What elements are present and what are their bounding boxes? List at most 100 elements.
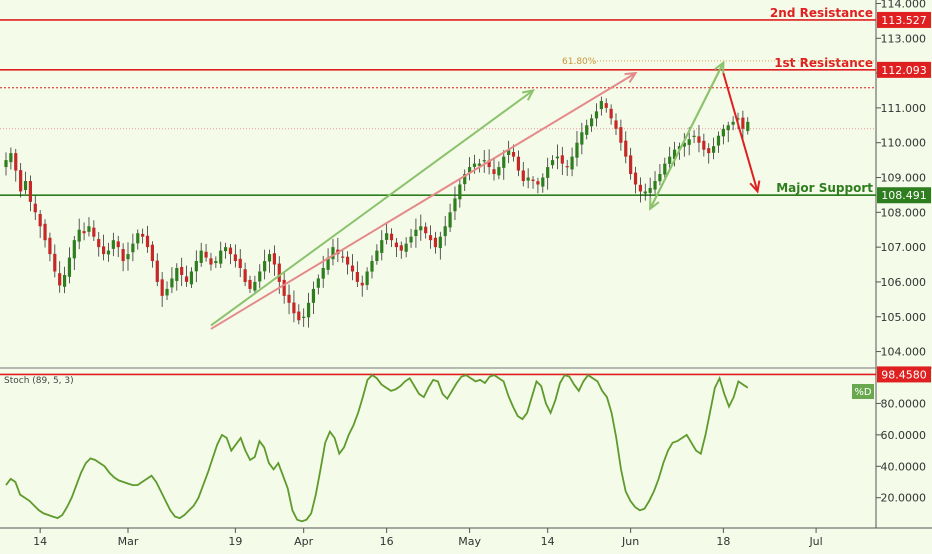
candle-body — [555, 156, 560, 159]
candle-body — [224, 247, 228, 252]
candle-body — [297, 311, 301, 321]
level-label: 2nd Resistance — [770, 6, 873, 20]
stoch-legend-badge — [852, 384, 874, 399]
candle-body — [365, 271, 369, 286]
price-tick-label: 113.000 — [881, 32, 927, 45]
candle-body — [692, 135, 696, 137]
price-badge — [877, 187, 931, 204]
price-badge-label: 108.491 — [881, 189, 927, 202]
candle-body — [663, 163, 667, 175]
candle-body — [287, 294, 291, 303]
candle-body — [228, 247, 233, 255]
candle-body — [106, 250, 111, 255]
candle-body — [243, 269, 247, 282]
price-tick-label: 111.000 — [881, 102, 927, 115]
candle-body — [643, 191, 647, 194]
candle-body — [184, 276, 189, 282]
time-tick-label: Jun — [621, 535, 639, 548]
candle-body — [302, 316, 306, 318]
candle-body — [468, 167, 472, 173]
time-tick-label: 14 — [541, 535, 555, 548]
candle-body — [72, 240, 76, 259]
time-tick-label: 18 — [716, 535, 730, 548]
price-tick-label: 106.000 — [881, 276, 927, 289]
candle-body — [350, 265, 355, 272]
candle-body — [428, 235, 433, 241]
candle-body — [277, 263, 281, 282]
candle-body — [180, 266, 184, 275]
candle-body — [482, 160, 486, 162]
candle-body — [87, 226, 91, 232]
candle-body — [521, 170, 525, 181]
candle-body — [463, 174, 467, 185]
candle-body — [23, 181, 28, 190]
candle-body — [321, 268, 325, 279]
candle-body — [219, 250, 223, 264]
candle-body — [19, 170, 23, 192]
stoch-title: Stoch (89, 5, 3) — [4, 376, 74, 386]
pattern-arrow-2-reverse-head — [649, 197, 660, 211]
candle-body — [526, 177, 530, 181]
candle-body — [92, 227, 96, 237]
candle-body — [360, 282, 364, 286]
price-badge — [877, 61, 931, 78]
pattern-arrow-1-head — [522, 89, 535, 101]
candle-body — [682, 142, 686, 147]
candle-body — [516, 156, 520, 171]
candle-body — [316, 278, 320, 288]
price-badge — [877, 11, 931, 28]
candle-body — [721, 128, 725, 137]
candle-body — [233, 254, 237, 262]
candle-body — [433, 237, 438, 248]
candle-body — [248, 279, 252, 289]
candle-body — [648, 187, 652, 193]
candle-body — [736, 118, 740, 120]
stochastic-pane: Stoch (89, 5, 3) — [0, 373, 876, 523]
candle-body — [419, 226, 423, 231]
candle-body — [399, 245, 403, 251]
candle-body — [409, 236, 413, 243]
candle-body — [209, 258, 213, 265]
candle-body — [424, 226, 428, 234]
candle-body — [189, 271, 194, 285]
candle-body — [341, 256, 345, 258]
candle-body — [136, 233, 140, 244]
candle-body — [58, 273, 62, 286]
candle-body — [4, 160, 8, 168]
candle-body — [62, 274, 67, 287]
price-tick-label: 105.000 — [881, 311, 927, 324]
candle-body — [638, 184, 642, 192]
candle-body — [331, 247, 335, 260]
level-label: Major Support — [776, 181, 873, 195]
time-tick-label: 14 — [33, 535, 47, 548]
candle-body — [702, 140, 706, 150]
candle-body — [28, 181, 32, 202]
candle-body — [731, 121, 735, 125]
candle-body — [458, 184, 462, 200]
candle-body — [741, 117, 745, 129]
candle-body — [282, 279, 286, 296]
candle-body — [165, 288, 169, 296]
price-tick-label: 114.000 — [881, 0, 927, 10]
candle-body — [150, 244, 154, 262]
candle-body — [33, 203, 37, 213]
candle-body — [633, 172, 638, 185]
candle-body — [658, 174, 662, 182]
candle-body — [707, 148, 711, 154]
candle-body — [253, 281, 257, 291]
candle-body — [326, 257, 330, 270]
axes-layer: 114.000113.000112.000111.000110.000109.0… — [33, 0, 931, 548]
candle-body — [175, 268, 179, 281]
candle-body — [619, 127, 623, 143]
candle-body — [570, 156, 574, 170]
price-tick-label: 104.000 — [881, 346, 927, 359]
candle-body — [477, 163, 481, 166]
candle-body — [497, 167, 501, 176]
pattern-arrow-4-shaft — [722, 72, 759, 192]
candle-body — [97, 239, 101, 248]
stoch-tick-label: 80.0000 — [881, 397, 927, 410]
candle-body — [53, 253, 57, 272]
candle-body — [155, 260, 159, 282]
candle-body — [102, 246, 106, 255]
candle-body — [121, 249, 125, 262]
